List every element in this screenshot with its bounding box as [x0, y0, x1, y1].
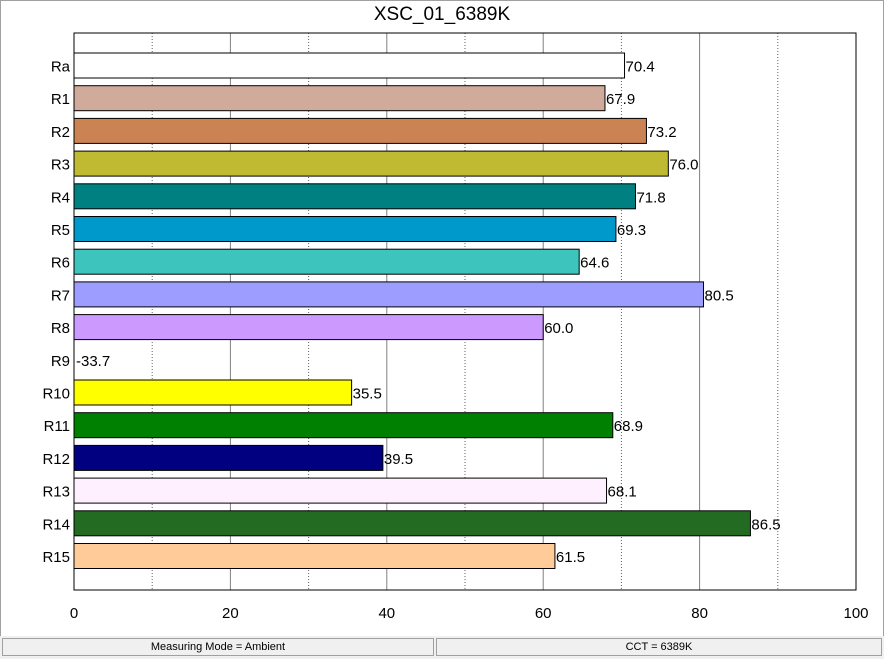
value-label: 61.5 [556, 549, 585, 566]
x-tick-label: 100 [843, 605, 868, 622]
x-tick-label: 0 [70, 605, 78, 622]
value-label: 80.5 [705, 287, 734, 304]
category-label: R10 [42, 386, 70, 403]
bar [73, 150, 669, 177]
value-label: 60.0 [544, 320, 573, 337]
value-label: 35.5 [353, 386, 382, 403]
plot-area [74, 33, 856, 590]
bar [73, 510, 751, 537]
category-label: R11 [44, 418, 70, 435]
value-label: 86.5 [751, 516, 780, 533]
category-label: R1 [51, 91, 70, 108]
x-tick-label: 60 [535, 605, 552, 622]
category-label: R12 [42, 451, 70, 468]
category-label: R3 [51, 157, 70, 174]
bar [73, 281, 705, 308]
bar [73, 477, 608, 504]
x-tick-label: 80 [691, 605, 708, 622]
category-label: R4 [51, 189, 70, 206]
category-label: R6 [51, 255, 70, 272]
category-label: R13 [42, 484, 70, 501]
bar [73, 379, 353, 406]
bar [73, 52, 626, 79]
bar [73, 444, 384, 471]
bar [73, 85, 606, 112]
value-label: 68.1 [608, 484, 637, 501]
cri-bar-chart: Ra 70.4 R1 67.9 R2 73.2 R3 76.0 R4 71.8 R5 69.3 R6 64… [42, 32, 869, 622]
category-label: Ra [51, 59, 71, 76]
category-label: R8 [51, 320, 70, 337]
bar [73, 412, 614, 439]
bar [73, 216, 617, 242]
bar [73, 543, 556, 569]
cct-status: CCT = 6389K [436, 638, 882, 656]
category-label: R14 [42, 516, 70, 533]
value-label: 67.9 [606, 91, 635, 108]
plot-border [73, 32, 857, 591]
value-label: 70.4 [626, 59, 655, 76]
category-label: R7 [51, 287, 70, 304]
category-label: R2 [51, 124, 70, 141]
category-label: R9 [51, 353, 70, 370]
value-label: 39.5 [384, 451, 413, 468]
bar [73, 248, 580, 275]
measuring-mode-status: Measuring Mode = Ambient [2, 638, 434, 656]
category-label: R15 [42, 549, 70, 566]
status-bar: Measuring Mode = Ambient CCT = 6389K [0, 636, 884, 659]
value-label: 76.0 [669, 157, 698, 174]
value-label: -33.7 [76, 353, 110, 370]
bar [73, 183, 636, 210]
bar [73, 314, 544, 341]
x-tick-label: 40 [378, 605, 395, 622]
value-label: 69.3 [617, 222, 646, 239]
value-label: 71.8 [636, 189, 665, 206]
category-label: R5 [51, 222, 70, 239]
chart-title: XSC_01_6389K [373, 4, 511, 25]
value-label: 64.6 [580, 255, 609, 272]
value-label: 68.9 [614, 418, 643, 435]
value-label: 73.2 [647, 124, 676, 141]
x-tick-label: 20 [222, 605, 239, 622]
bar [73, 117, 647, 144]
